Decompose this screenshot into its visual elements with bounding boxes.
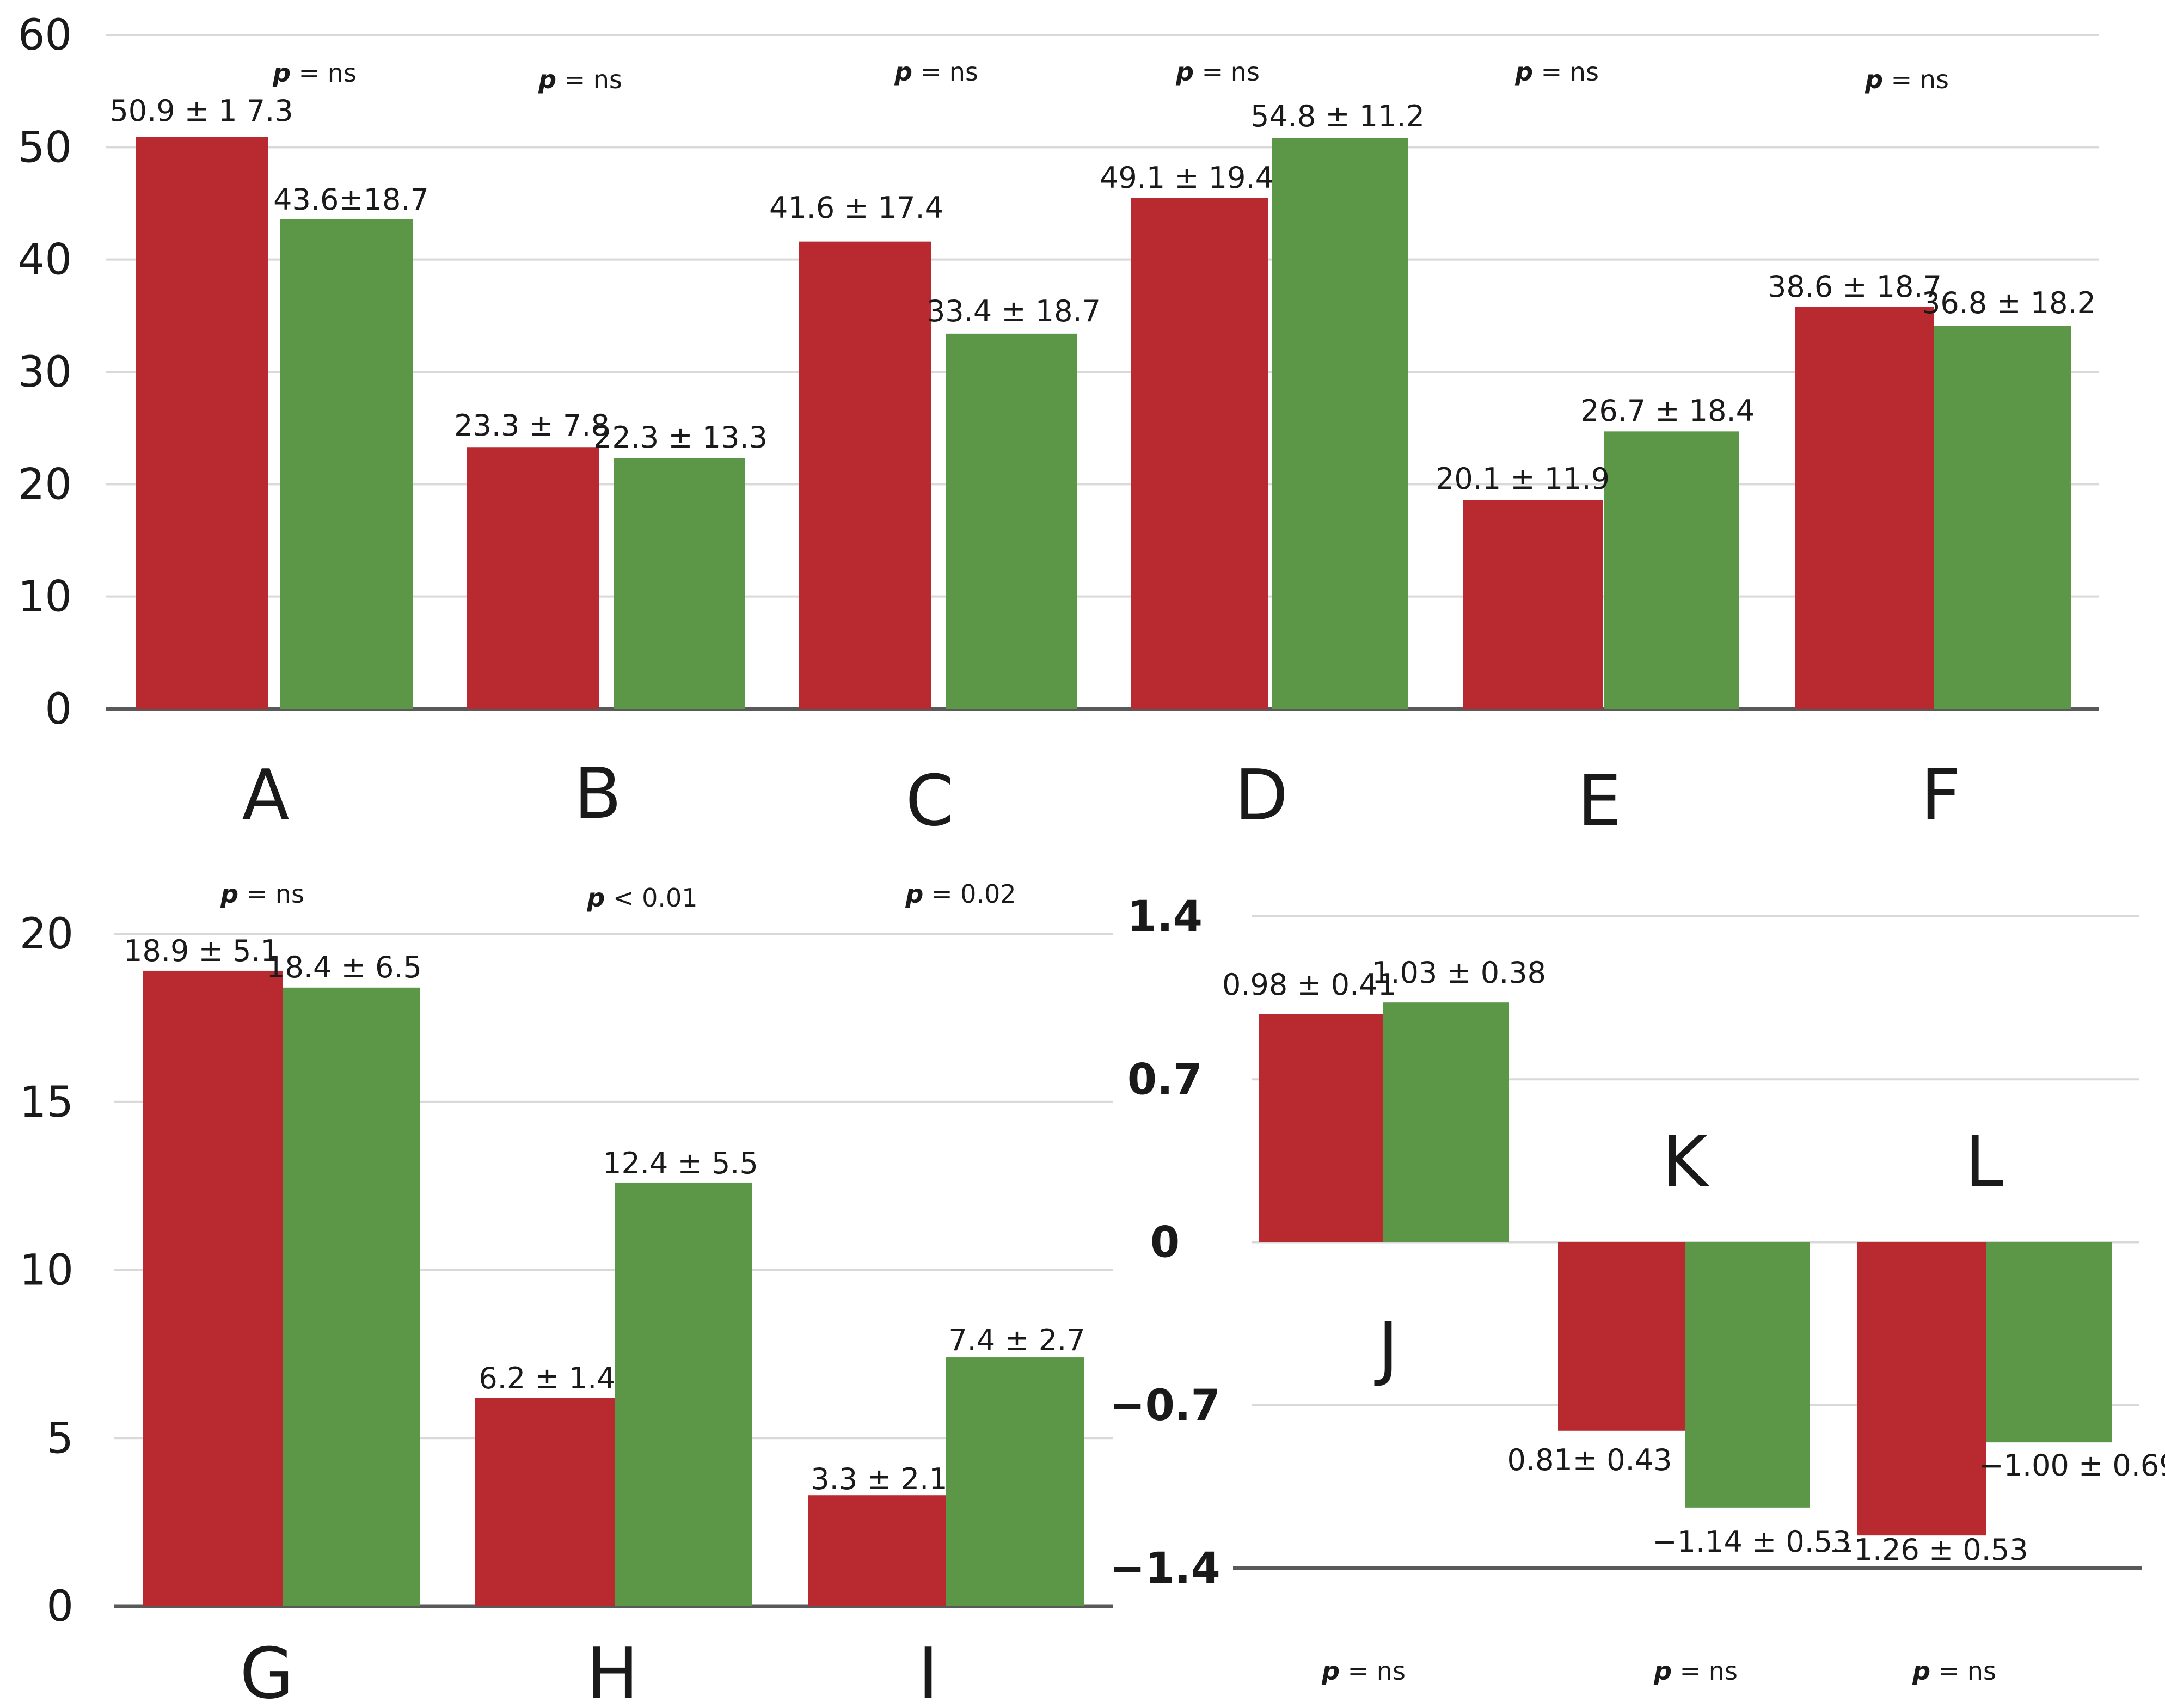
p-value-label: p < 0.01 [586,883,697,913]
bar-green [1604,431,1739,709]
y-tick-label: 20 [18,460,72,509]
data-label-red: 20.1 ± 11.9 [1436,462,1610,496]
data-label-red: 18.9 ± 5.1 [124,934,279,968]
bar-red [1558,1242,1685,1431]
bar-red [1795,307,1934,709]
y-tick-label: 0 [1150,1219,1180,1268]
y-tick-label: 50 [18,123,72,172]
category-label: L [1965,1122,2003,1203]
bar-green [946,1357,1084,1606]
data-label-green: 43.6±18.7 [273,182,429,217]
bar-red [1857,1242,1986,1536]
bar-red [136,137,268,709]
y-tick-label: 1.4 [1127,892,1203,941]
bar-green [1272,138,1408,709]
data-label-red: 50.9 ± 1 7.3 [109,94,293,128]
bar-green [614,458,745,709]
category-label: C [905,761,954,842]
data-label-red: 6.2 ± 1.4 [479,1361,615,1395]
bar-green [1383,1002,1509,1242]
data-label-green: −1.00 ± 0.69 [1979,1448,2165,1483]
bar-red [475,1398,615,1606]
y-tick-label: 10 [20,1246,73,1295]
y-tick-label: −1.4 [1109,1544,1221,1593]
panel-top-chart: 0 10 20 30 40 50 60 50.9 ± 1 7.3 43.6±18.7 Ap = n… [18,11,2099,842]
category-label: A [242,755,290,836]
data-label-green: 26.7 ± 18.4 [1580,394,1755,428]
bar-red [143,970,283,1606]
panel-bottom-right-chart: −1.4 −0.7 0 0.7 1.4 0.98 ± 0.411.03 ± 0.38 Jp … [1109,892,2165,1686]
category-label: J [1374,1308,1399,1389]
bar-green [946,333,1077,709]
y-tick-label: 20 [20,910,73,959]
y-tick-label: 0 [46,1582,73,1631]
p-value-label: p = ns [272,58,357,88]
bar-green [283,987,420,1606]
p-value-label: p = ns [1321,1656,1406,1686]
data-label-red: 0.98 ± 0.41 [1222,968,1396,1002]
y-tick-label: −0.7 [1109,1381,1221,1430]
data-label-red: 41.6 ± 17.4 [769,191,943,225]
p-value-label: p = ns [1175,57,1260,87]
bar-red [799,241,931,709]
panel-bottom-left-chart: 0 5 10 15 20 18.9 ± 5.118.4 ± 6.5 Gp = ns 6.2 ±… [20,879,1113,1708]
category-label: F [1921,755,1961,836]
p-value-label: p = ns [538,65,622,94]
category-label: E [1578,761,1622,842]
category-label: K [1662,1122,1709,1203]
data-label-green: 36.8 ± 18.2 [1922,286,2096,320]
category-label: I [918,1633,939,1708]
data-label-green: 22.3 ± 13.3 [593,420,768,455]
data-label-green: 18.4 ± 6.5 [266,950,422,984]
data-label-green: 33.4 ± 18.7 [927,294,1101,328]
p-value-label: p = ns [1514,57,1599,87]
bar-red [808,1495,946,1606]
y-tick-label: 0 [45,685,72,734]
data-label-green: −1.14 ± 0.53 [1652,1525,1851,1559]
data-label-green: 7.4 ± 2.7 [948,1323,1085,1357]
bar-green [615,1182,752,1606]
category-label: G [240,1633,293,1708]
p-value-label: p = ns [1865,65,1949,94]
bar-green [1685,1242,1810,1508]
data-label-red: −1.26 ± 0.53 [1829,1533,2028,1567]
bar-red [1259,1014,1383,1242]
p-value-label: p = ns [220,879,304,909]
category-label: B [574,754,622,835]
category-label: H [586,1633,639,1708]
p-value-label: p = ns [894,57,978,87]
data-label-red: 49.1 ± 19.4 [1100,161,1274,195]
bar-red [467,447,599,709]
data-label-red: 3.3 ± 2.1 [811,1462,947,1496]
y-tick-label: 40 [18,236,72,285]
data-label-green: 12.4 ± 5.5 [603,1146,758,1180]
y-tick-label: 60 [18,11,72,60]
data-label-red: 23.3 ± 7.8 [454,408,610,443]
bar-green [1934,326,2071,709]
p-value-label: p = 0.02 [905,879,1016,909]
p-value-label: p = ns [1653,1656,1738,1686]
bar-green [280,219,413,709]
y-tick-label: 5 [46,1414,73,1463]
data-label-green: 54.8 ± 11.2 [1250,99,1425,133]
category-label: D [1235,755,1289,836]
y-tick-label: 30 [18,348,72,397]
data-label-red: 0.81± 0.43 [1507,1443,1672,1477]
y-tick-label: 10 [18,573,72,622]
p-value-label: p = ns [1912,1656,1996,1686]
y-tick-label: 15 [20,1078,73,1127]
data-label-green: 1.03 ± 0.38 [1372,956,1546,990]
bar-green [1986,1242,2112,1443]
y-tick-label: 0.7 [1127,1055,1203,1104]
data-label-red: 38.6 ± 18.7 [1768,270,1942,304]
bar-red [1131,198,1268,709]
bar-red [1463,500,1603,709]
